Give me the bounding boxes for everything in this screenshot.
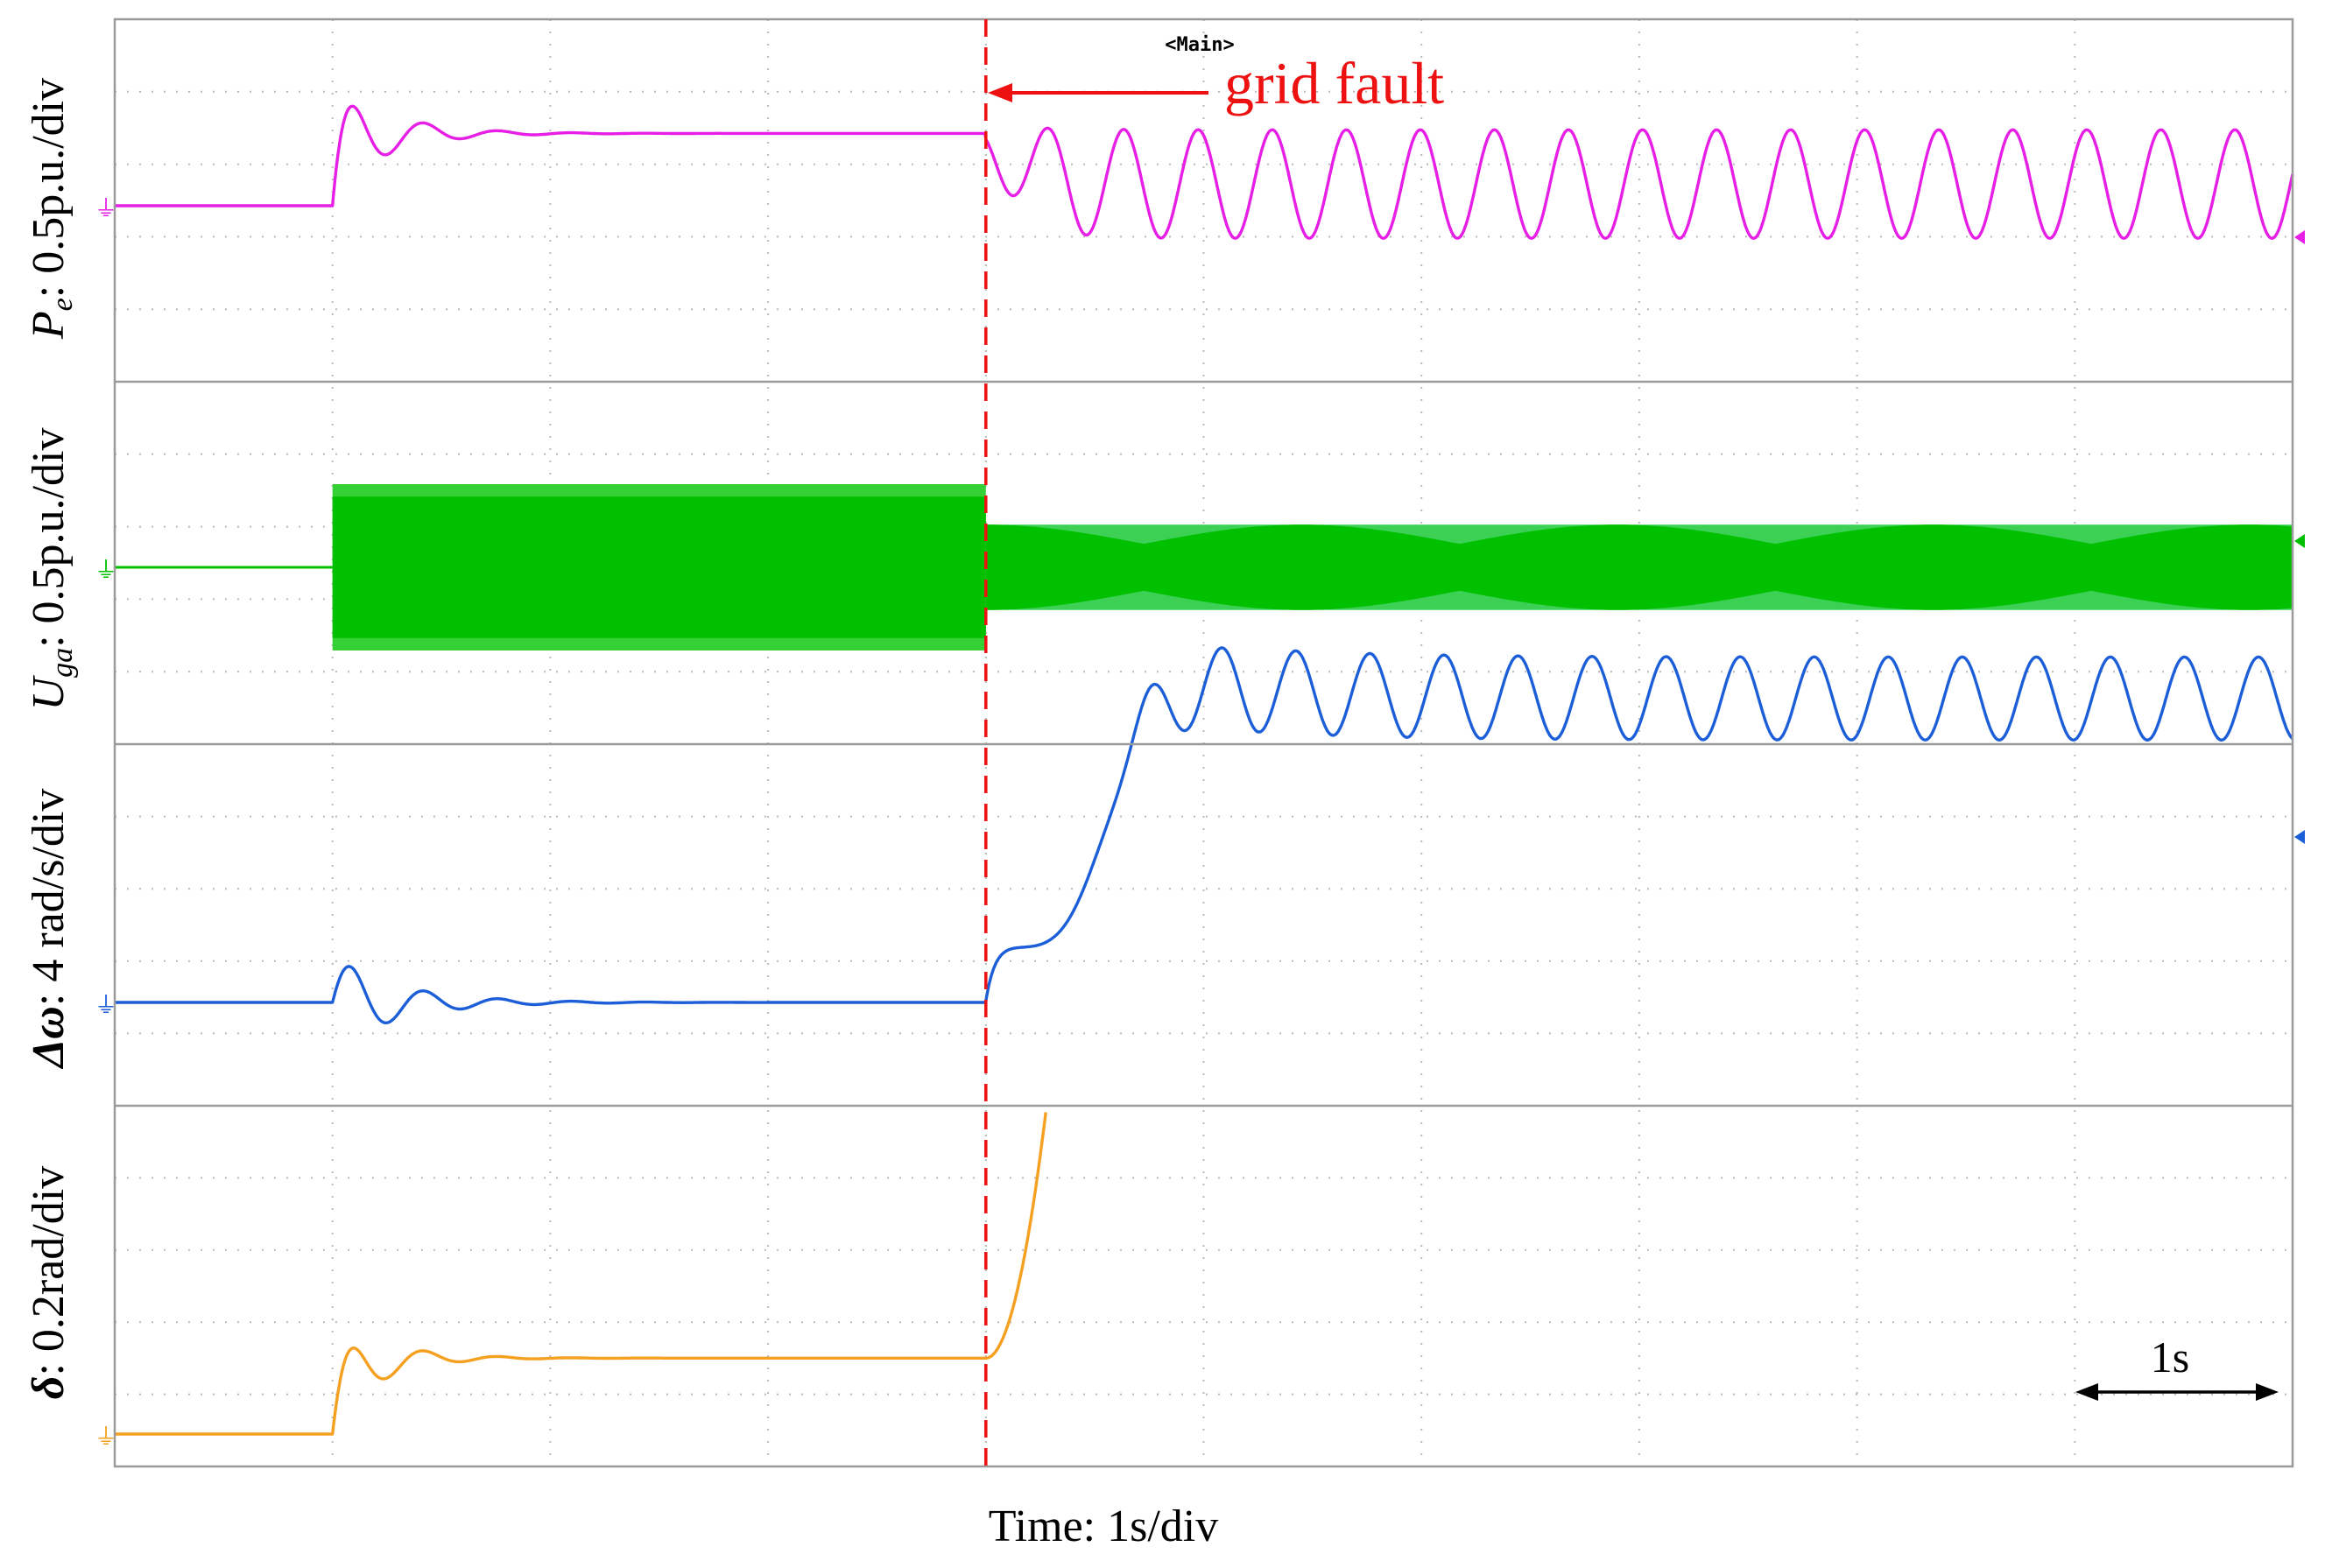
annotation-arrow-head [988, 83, 1012, 102]
y-label-delta: δ: 0.2rad/div [24, 1166, 74, 1399]
level-marker-uga [2294, 534, 2305, 548]
uga-beat-envelope [985, 524, 2293, 610]
y-label-pe: Pe: 0.5p.u./div [24, 78, 79, 340]
trace-uga [115, 484, 2293, 650]
fault-annotation: grid fault [988, 50, 1444, 116]
annotation-text: grid fault [1224, 50, 1444, 116]
uga-prefault-core [332, 496, 986, 638]
time-scale-label: 1s [2151, 1332, 2189, 1382]
ground-marker-pe: ⏚ [95, 196, 117, 222]
trace-pe [114, 104, 2294, 240]
level-marker-dw [2294, 830, 2305, 844]
trace-dw [114, 646, 2294, 1024]
y-label-uga: Uga: 0.5p.u./div [24, 428, 79, 711]
y-label-dw: Δω: 4 rad/s/div [24, 789, 74, 1070]
ground-marker-delta: ⏚ [95, 1424, 117, 1451]
frame-layer [113, 18, 2294, 1468]
plot-frame [113, 18, 2294, 1468]
x-axis-label: Time: 1s/div [989, 1501, 1219, 1551]
time-scale-marker: 1s [2075, 1332, 2279, 1401]
scope-header-label: <Main> [1165, 34, 1234, 56]
time-scale-arrow-right [2256, 1383, 2279, 1401]
trace-layer: ⏚ ⏚ ⏚ ⏚ [95, 104, 2305, 1451]
ground-marker-dw: ⏚ [95, 993, 117, 1019]
level-marker-pe [2294, 230, 2305, 244]
grid-layer [115, 19, 2293, 1466]
ground-marker-uga: ⏚ [95, 558, 117, 584]
trace-delta [114, 1112, 1047, 1436]
time-scale-arrow-left [2075, 1383, 2098, 1401]
